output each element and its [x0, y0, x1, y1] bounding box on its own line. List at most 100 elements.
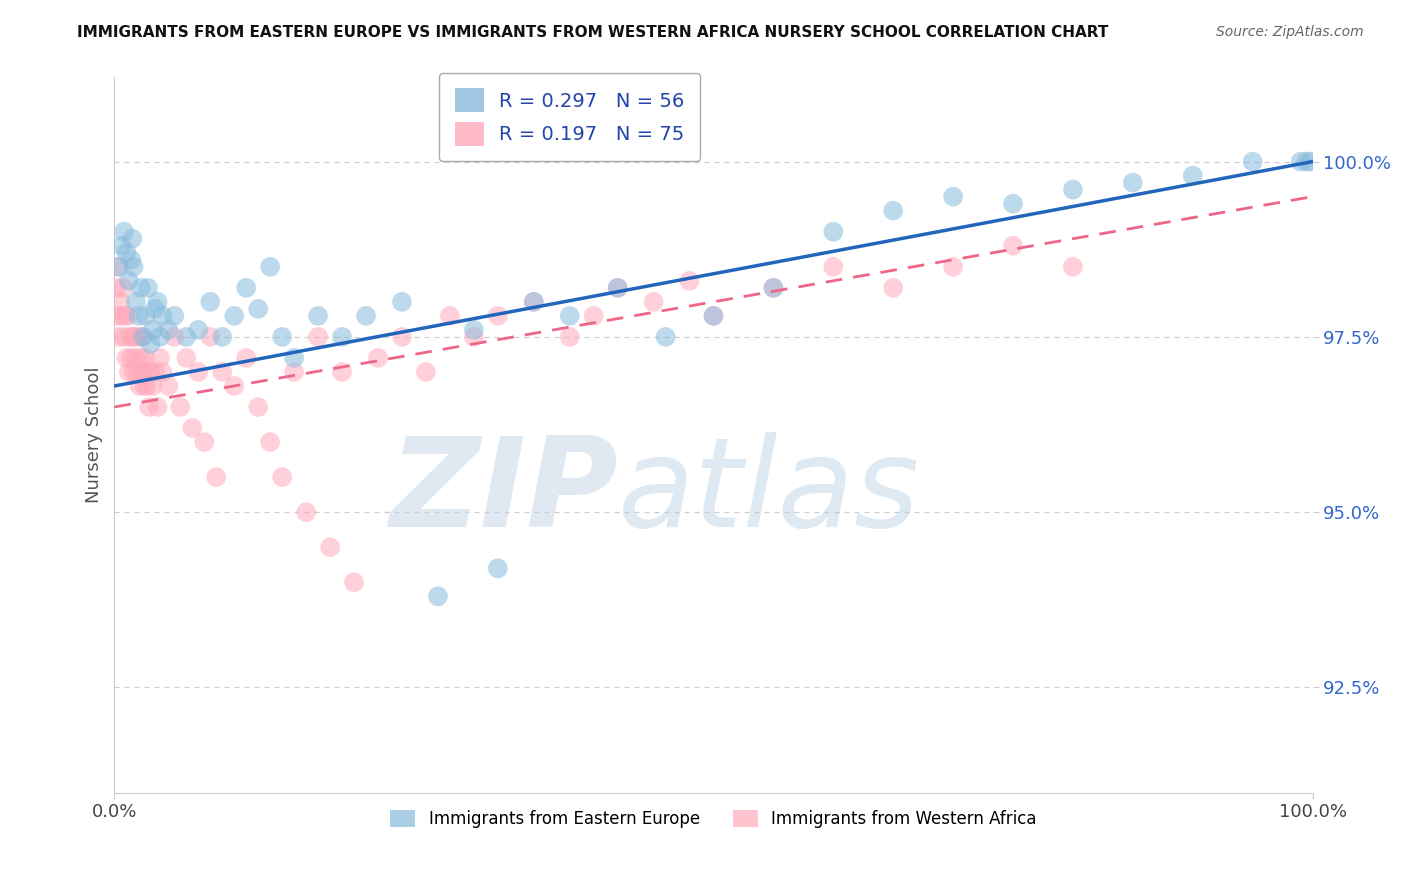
Point [118, 330, 141, 344]
Point [124, 330, 146, 344]
Point [582, 309, 605, 323]
Point [149, 330, 172, 344]
Point [146, 294, 169, 309]
Point [391, 294, 413, 309]
Point [762, 281, 785, 295]
Point [463, 323, 485, 337]
Point [114, 309, 136, 323]
Point [104, 281, 127, 295]
Point [271, 470, 294, 484]
Point [486, 561, 509, 575]
Point [702, 309, 724, 323]
Point [1122, 176, 1144, 190]
Point [235, 281, 257, 295]
Point [1002, 238, 1025, 252]
Point [135, 379, 157, 393]
Point [307, 309, 329, 323]
Point [138, 400, 160, 414]
Point [122, 260, 145, 274]
Point [1062, 260, 1084, 274]
Y-axis label: Nursery School: Nursery School [86, 367, 103, 503]
Point [142, 379, 165, 393]
Point [157, 379, 180, 393]
Point [330, 330, 353, 344]
Point [136, 281, 159, 295]
Point [606, 281, 628, 295]
Point [125, 294, 148, 309]
Point [131, 330, 153, 344]
Point [135, 309, 157, 323]
Point [295, 505, 318, 519]
Point [343, 575, 366, 590]
Point [108, 260, 131, 274]
Point [150, 309, 173, 323]
Point [132, 365, 155, 379]
Point [1289, 154, 1312, 169]
Point [176, 351, 198, 365]
Point [247, 301, 270, 316]
Point [702, 309, 724, 323]
Point [187, 365, 209, 379]
Point [235, 351, 257, 365]
Point [523, 294, 546, 309]
Point [823, 260, 845, 274]
Point [319, 540, 342, 554]
Point [120, 351, 142, 365]
Point [271, 330, 294, 344]
Point [115, 245, 138, 260]
Point [118, 274, 141, 288]
Point [142, 323, 165, 337]
Point [127, 330, 149, 344]
Point [439, 309, 461, 323]
Point [463, 330, 485, 344]
Point [391, 330, 413, 344]
Point [181, 421, 204, 435]
Point [127, 365, 149, 379]
Point [1181, 169, 1204, 183]
Point [150, 365, 173, 379]
Point [134, 379, 156, 393]
Legend: Immigrants from Eastern Europe, Immigrants from Western Africa: Immigrants from Eastern Europe, Immigran… [384, 803, 1043, 834]
Point [112, 225, 135, 239]
Point [163, 309, 186, 323]
Point [157, 323, 180, 337]
Point [1299, 154, 1322, 169]
Point [146, 400, 169, 414]
Point [1062, 183, 1084, 197]
Point [118, 365, 141, 379]
Point [259, 260, 281, 274]
Point [762, 281, 785, 295]
Point [330, 365, 353, 379]
Point [211, 330, 233, 344]
Point [107, 260, 129, 274]
Point [1295, 154, 1317, 169]
Point [128, 379, 150, 393]
Point [108, 330, 131, 344]
Point [139, 337, 162, 351]
Point [643, 294, 665, 309]
Point [200, 294, 222, 309]
Point [259, 435, 281, 450]
Point [111, 281, 134, 295]
Point [136, 365, 159, 379]
Point [127, 309, 149, 323]
Point [224, 309, 246, 323]
Point [882, 281, 904, 295]
Point [1241, 154, 1264, 169]
Point [205, 470, 228, 484]
Point [193, 435, 215, 450]
Point [143, 301, 166, 316]
Point [110, 294, 132, 309]
Point [122, 365, 145, 379]
Point [486, 309, 509, 323]
Point [415, 365, 437, 379]
Point [110, 238, 132, 252]
Point [654, 330, 676, 344]
Point [307, 330, 329, 344]
Point [200, 330, 222, 344]
Point [247, 400, 270, 414]
Point [354, 309, 377, 323]
Point [149, 351, 172, 365]
Point [163, 330, 186, 344]
Point [129, 351, 152, 365]
